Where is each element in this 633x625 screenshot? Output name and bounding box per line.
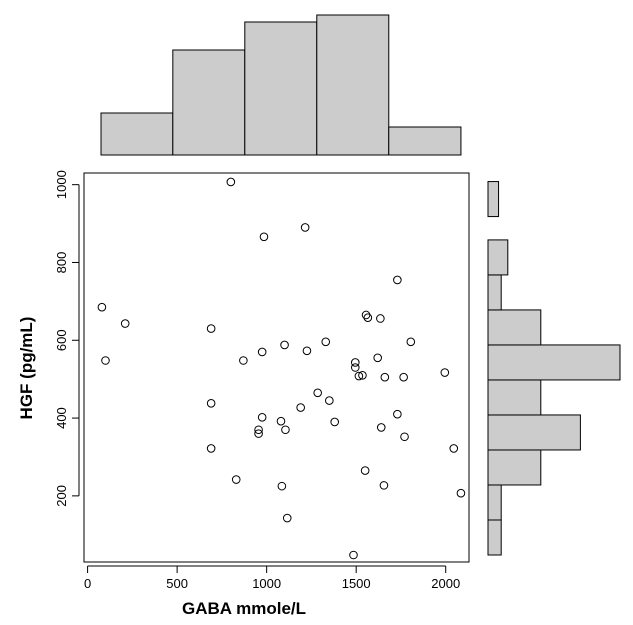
- x-tick-label: 0: [84, 576, 91, 591]
- data-point: [239, 356, 248, 365]
- y-histogram-bar: [487, 414, 581, 451]
- data-point: [206, 324, 216, 333]
- data-point: [257, 347, 267, 357]
- data-point: [302, 346, 312, 356]
- data-point: [360, 466, 370, 475]
- data-point: [257, 412, 267, 422]
- data-point: [349, 550, 358, 560]
- data-point: [206, 398, 216, 408]
- data-point: [97, 302, 107, 312]
- y-histogram-bar: [487, 519, 502, 556]
- data-point: [277, 481, 287, 491]
- data-point: [120, 319, 130, 328]
- data-point: [350, 358, 360, 367]
- x-marginal-histogram: [100, 14, 462, 156]
- data-point: [440, 368, 450, 377]
- data-point: [313, 388, 322, 398]
- data-point: [325, 396, 334, 405]
- y-histogram-bar: [487, 344, 621, 381]
- data-point: [282, 513, 292, 523]
- data-point: [380, 372, 390, 382]
- y-histogram-bar: [487, 181, 500, 218]
- x-histogram-bar: [388, 126, 462, 156]
- data-point: [300, 223, 310, 232]
- data-point: [373, 353, 382, 363]
- y-marginal-histogram: [487, 181, 621, 556]
- data-point: [280, 340, 289, 350]
- y-histogram-bar: [487, 449, 542, 486]
- data-point: [399, 372, 408, 382]
- data-point: [226, 177, 236, 187]
- y-axis: 200 400 600 800 1000: [54, 170, 80, 507]
- x-histogram-bar: [316, 14, 390, 156]
- x-tick-label: 1000: [252, 576, 281, 591]
- y-histogram-bar: [487, 309, 542, 346]
- data-point: [393, 275, 402, 285]
- y-histogram-bar: [487, 239, 509, 276]
- y-histogram-bar: [487, 379, 542, 416]
- y-tick-label: 400: [54, 407, 69, 429]
- data-point: [206, 444, 216, 453]
- x-tick-label: 500: [166, 576, 188, 591]
- x-histogram-bar: [100, 112, 174, 156]
- x-tick-label: 1500: [342, 576, 371, 591]
- x-histogram-bar: [244, 21, 318, 156]
- data-point: [321, 337, 331, 347]
- data-point: [254, 429, 263, 438]
- data-point: [281, 425, 290, 435]
- data-point: [449, 444, 459, 453]
- data-point: [330, 417, 339, 427]
- data-point: [393, 409, 402, 419]
- scatter-points: [97, 177, 466, 560]
- y-tick-label: 1000: [54, 170, 69, 199]
- x-histogram-bar: [172, 49, 246, 156]
- y-histogram-bar: [487, 274, 502, 311]
- data-point: [406, 337, 416, 347]
- data-point: [361, 310, 371, 320]
- data-point: [296, 403, 305, 412]
- data-point: [363, 313, 373, 323]
- y-tick-label: 200: [54, 485, 69, 507]
- data-point: [376, 423, 386, 432]
- x-axis: 0 500 1000 1500 2000: [84, 565, 460, 591]
- y-histogram-bar: [487, 484, 502, 521]
- data-point: [231, 475, 241, 484]
- data-point: [376, 314, 385, 323]
- data-point: [259, 232, 269, 242]
- data-point: [276, 416, 286, 426]
- y-tick-label: 600: [54, 329, 69, 351]
- y-axis-title: HGF (pg/mL): [17, 317, 36, 420]
- data-point: [101, 356, 110, 365]
- y-tick-label: 800: [54, 252, 69, 274]
- plot-frame: [83, 172, 470, 563]
- x-tick-label: 2000: [431, 576, 460, 591]
- data-point: [354, 371, 364, 381]
- data-point: [400, 432, 409, 442]
- data-point: [254, 425, 263, 435]
- data-point: [358, 370, 367, 380]
- data-point: [456, 488, 466, 498]
- data-point: [350, 363, 360, 372]
- x-axis-title: GABA mmole/L: [182, 599, 306, 618]
- data-point: [379, 481, 389, 490]
